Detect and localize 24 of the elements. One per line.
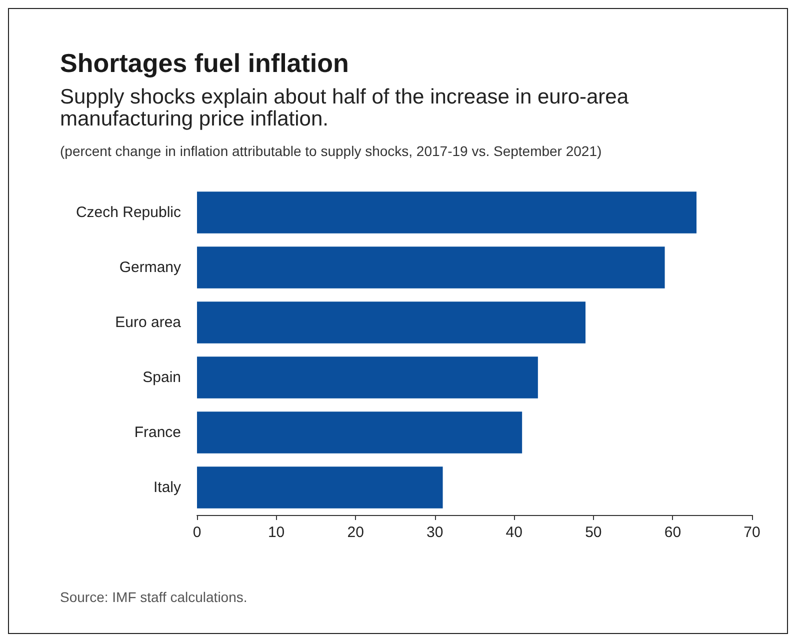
bar — [197, 246, 665, 288]
x-tick-label: 30 — [426, 524, 444, 541]
x-tick-label: 50 — [585, 524, 602, 541]
text: (percent change in inflation attributable to supply shocks, 2017-19 vs. September 2021) — [60, 143, 602, 159]
y-tick-label: Italy — [153, 479, 182, 496]
y-tick-label: Euro area — [115, 314, 182, 331]
chart-title: Shortages fuel inflation — [60, 48, 349, 78]
source-note: Source: IMF staff calculations. — [60, 589, 248, 605]
x-tick-label: 10 — [268, 524, 285, 541]
bar — [197, 302, 586, 344]
y-tick-label: France — [134, 424, 181, 441]
chart-subtitle: Supply shocks explain about half of the increase in euro-area manufacturing price inflation. — [60, 86, 634, 130]
x-tick-label: 60 — [664, 524, 682, 541]
y-tick-label: Germany — [119, 259, 182, 276]
x-tick-label: 0 — [192, 524, 202, 541]
bar — [197, 356, 538, 398]
bar — [197, 192, 696, 234]
x-tick-label: 40 — [506, 524, 522, 541]
x-tick-label: 70 — [744, 524, 760, 541]
bar — [197, 412, 522, 454]
bar — [197, 466, 443, 508]
x-tick-label: 20 — [347, 524, 364, 541]
y-tick-label: Spain — [142, 369, 181, 386]
y-tick-label: Czech Republic — [76, 204, 182, 221]
